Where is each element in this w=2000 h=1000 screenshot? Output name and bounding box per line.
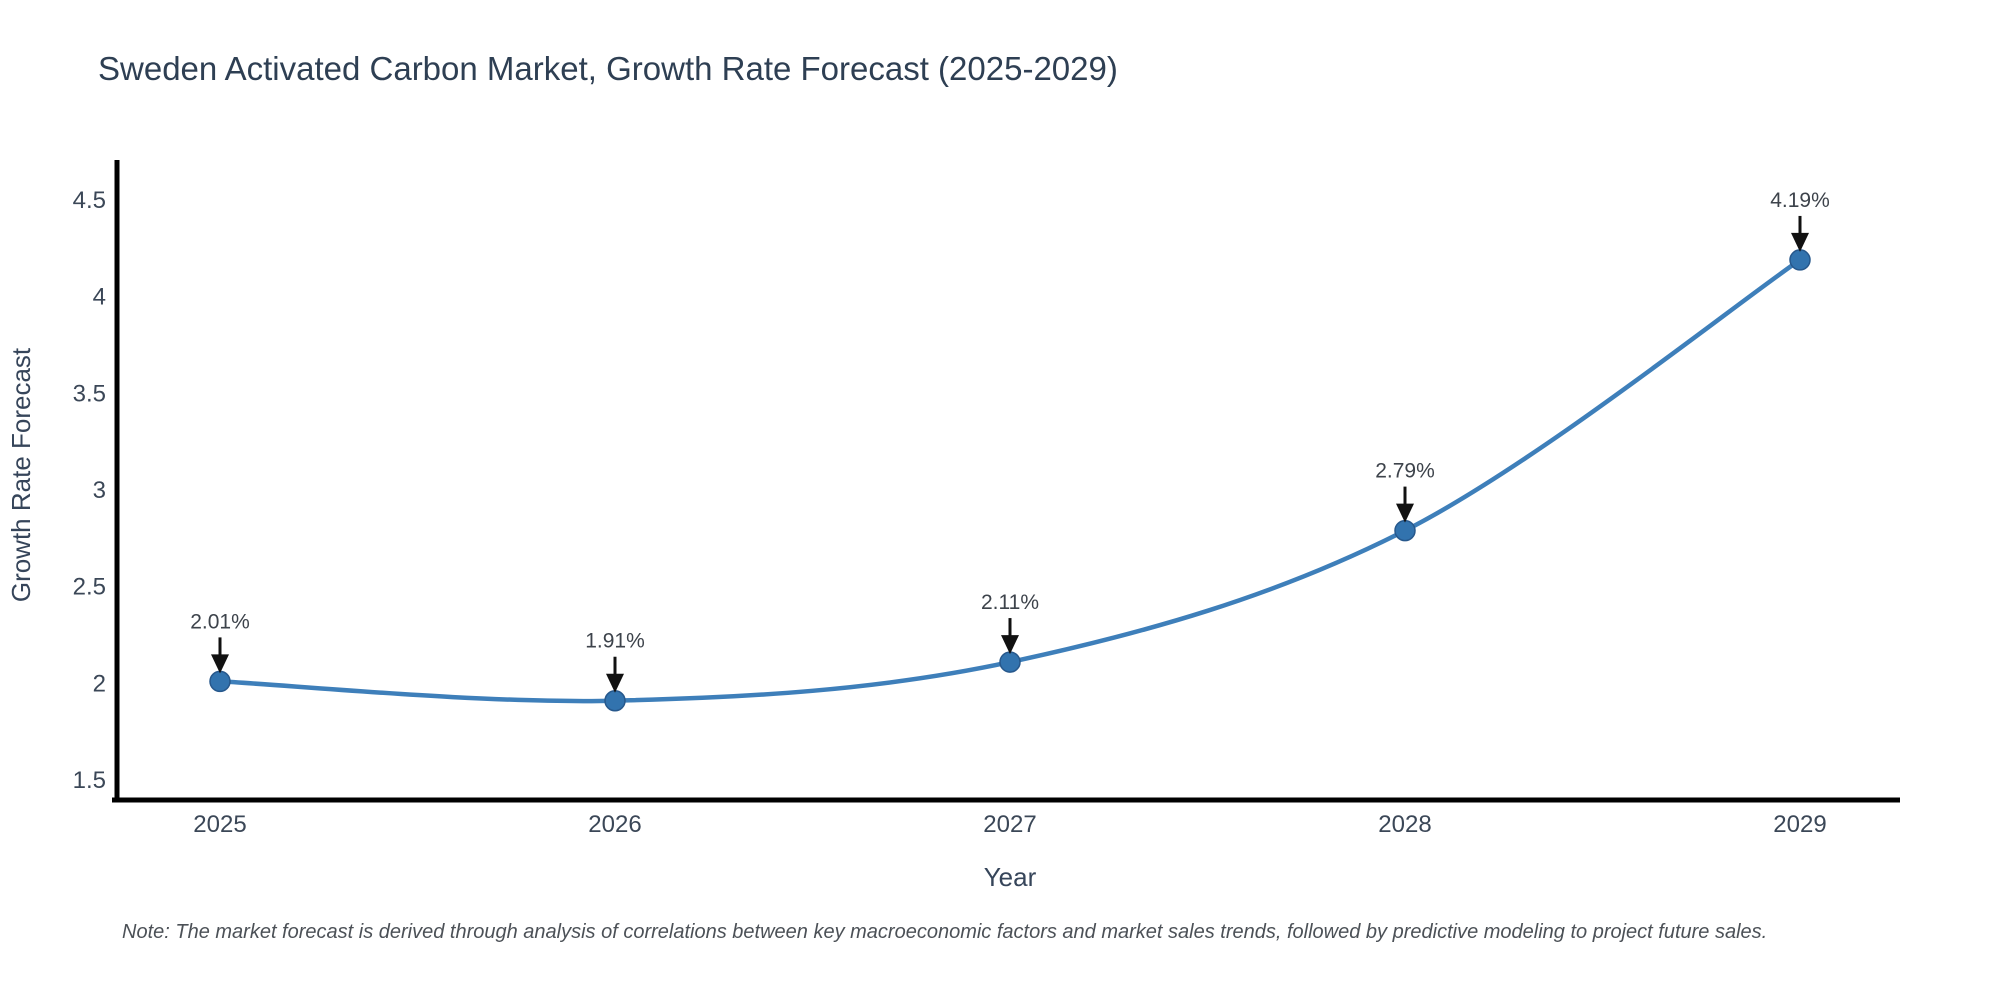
footnote: Note: The market forecast is derived thr… [122, 921, 1767, 943]
y-axis: 1.5 2 2.5 3 3.5 4 4.5 Growth Rate Forecast [6, 160, 120, 802]
y-tick-labels: 1.5 2 2.5 3 3.5 4 4.5 [73, 187, 106, 794]
data-point-marker [604, 689, 626, 712]
y-tick-label: 2.5 [73, 574, 106, 601]
x-tick-labels: 2025 2026 2027 2028 2029 [193, 811, 1826, 838]
y-tick-label: 3 [93, 477, 106, 504]
series-markers [209, 249, 1811, 712]
annotation-value-label: 2.79% [1375, 460, 1435, 483]
annotation-arrowhead-icon [211, 654, 229, 674]
y-tick-label: 3.5 [73, 380, 106, 407]
chart-title: Sweden Activated Carbon Market, Growth R… [98, 50, 1118, 87]
x-tick-label: 2026 [588, 811, 641, 838]
y-axis-title: Growth Rate Forecast [6, 347, 36, 602]
x-tick-label: 2027 [983, 811, 1036, 838]
x-tick-label: 2028 [1378, 811, 1431, 838]
x-axis: 2025 2026 2027 2028 2029 Year [112, 797, 1900, 892]
point-annotation: 2.79% [1375, 460, 1435, 523]
point-annotations: 2.01% 1.91% 2.11% 2.79% 4.19% [190, 189, 1830, 693]
annotation-arrowhead-icon [606, 673, 624, 693]
y-tick-label: 2 [93, 670, 106, 697]
annotation-value-label: 2.01% [190, 610, 250, 633]
y-tick-label: 4.5 [73, 187, 106, 214]
point-annotation: 2.11% [981, 591, 1039, 655]
x-tick-label: 2025 [193, 811, 246, 838]
point-annotation: 2.01% [190, 610, 250, 674]
data-point-marker [999, 651, 1021, 673]
annotation-value-label: 2.11% [981, 591, 1039, 614]
annotation-arrowhead-icon [1396, 503, 1414, 523]
x-axis-title: Year [984, 862, 1037, 892]
annotation-arrowhead-icon [1791, 232, 1809, 252]
data-point-marker [209, 670, 231, 693]
data-point-marker [1394, 519, 1416, 542]
annotation-arrowhead-icon [1001, 635, 1019, 655]
annotation-value-label: 4.19% [1770, 189, 1830, 212]
point-annotation: 4.19% [1770, 189, 1830, 252]
point-annotation: 1.91% [585, 630, 645, 693]
x-tick-label: 2029 [1773, 811, 1826, 838]
annotation-value-label: 1.91% [585, 630, 645, 653]
data-point-marker [1789, 249, 1811, 271]
y-tick-label: 4 [93, 284, 106, 311]
y-tick-label: 1.5 [73, 767, 106, 794]
